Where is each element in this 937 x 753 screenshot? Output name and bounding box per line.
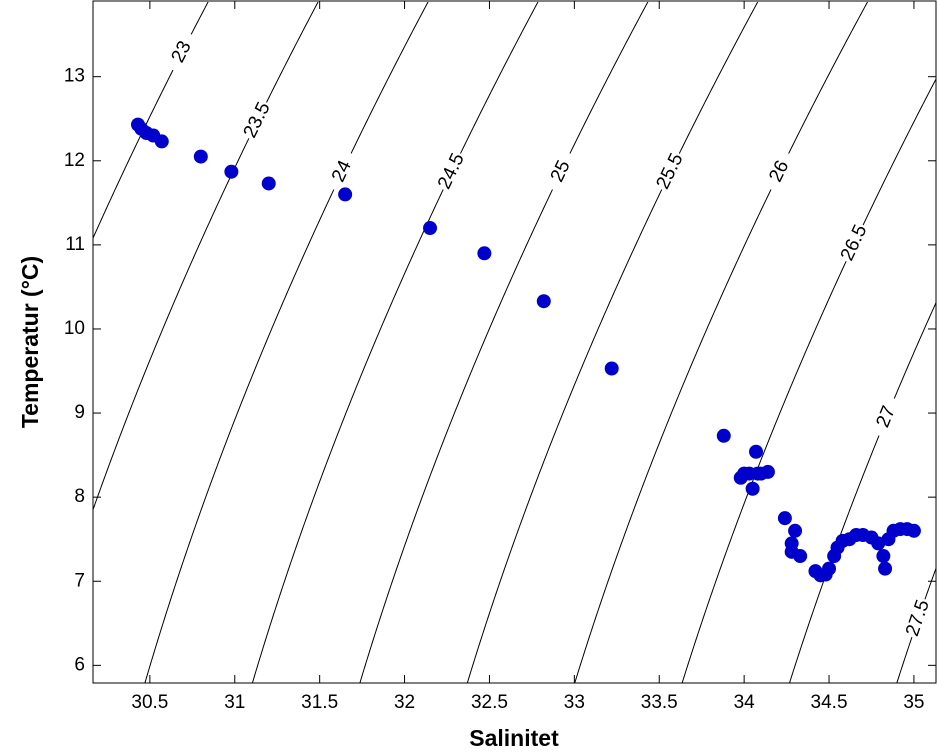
data-point (193, 149, 208, 164)
data-point (338, 187, 353, 202)
y-tick-label: 6 (74, 654, 85, 675)
contour-label-bg (651, 148, 690, 195)
data-point (477, 246, 492, 261)
x-tick-label: 34.5 (811, 692, 848, 713)
x-tick-label: 34 (734, 692, 756, 713)
contour-label-bg (901, 595, 936, 641)
data-point (878, 561, 893, 576)
data-point (822, 561, 837, 576)
contour-line (251, 2, 539, 683)
data-point (906, 523, 921, 538)
x-tick-label: 32.5 (471, 692, 508, 713)
data-point (876, 549, 891, 564)
contour-label-bg (238, 97, 277, 144)
y-tick-label: 11 (65, 234, 85, 255)
data-point (793, 549, 808, 564)
data-point (788, 523, 803, 538)
data-point (716, 428, 731, 443)
contour-line (466, 2, 759, 683)
data-point (745, 481, 760, 496)
x-tick-label: 33 (564, 692, 585, 713)
y-tick-label: 7 (74, 570, 85, 591)
contour-line (681, 77, 936, 683)
plot-frame (92, 0, 937, 684)
x-tick-label: 31 (224, 692, 245, 713)
x-tick-label: 30.5 (131, 692, 168, 713)
x-tick-label: 31.5 (301, 692, 338, 713)
data-point (777, 511, 792, 526)
x-tick-label: 32 (394, 692, 415, 713)
y-tick-label: 13 (64, 66, 85, 87)
y-tick-label: 9 (74, 402, 85, 423)
y-axis-label: Temperatur (°C) (17, 256, 43, 428)
y-tick-label: 8 (74, 486, 85, 507)
contour-line (93, 2, 209, 240)
y-tick-label: 10 (64, 318, 85, 339)
contour-label-bg (761, 148, 799, 195)
contour-label-bg (868, 394, 905, 440)
data-point (760, 464, 775, 479)
contour-line (574, 2, 869, 683)
data-point (261, 176, 276, 191)
contour-label-bg (836, 220, 874, 266)
contour-label-bg (163, 29, 201, 75)
data-point (749, 444, 764, 459)
data-point (604, 361, 619, 376)
contour-label-bg (323, 148, 361, 195)
contour-line (144, 2, 429, 683)
x-axis-label: Salinitet (469, 725, 559, 751)
point-layer (130, 117, 921, 583)
x-tick-label: 33.5 (641, 692, 678, 713)
data-point (154, 134, 169, 149)
data-point (423, 221, 438, 236)
data-point (224, 164, 239, 179)
contour-label-bg (433, 148, 471, 195)
data-point (536, 294, 551, 309)
contour-line (359, 2, 649, 683)
contour-label-bg (542, 148, 580, 195)
y-tick-label: 12 (64, 150, 85, 171)
x-tick-label: 35 (903, 692, 924, 713)
